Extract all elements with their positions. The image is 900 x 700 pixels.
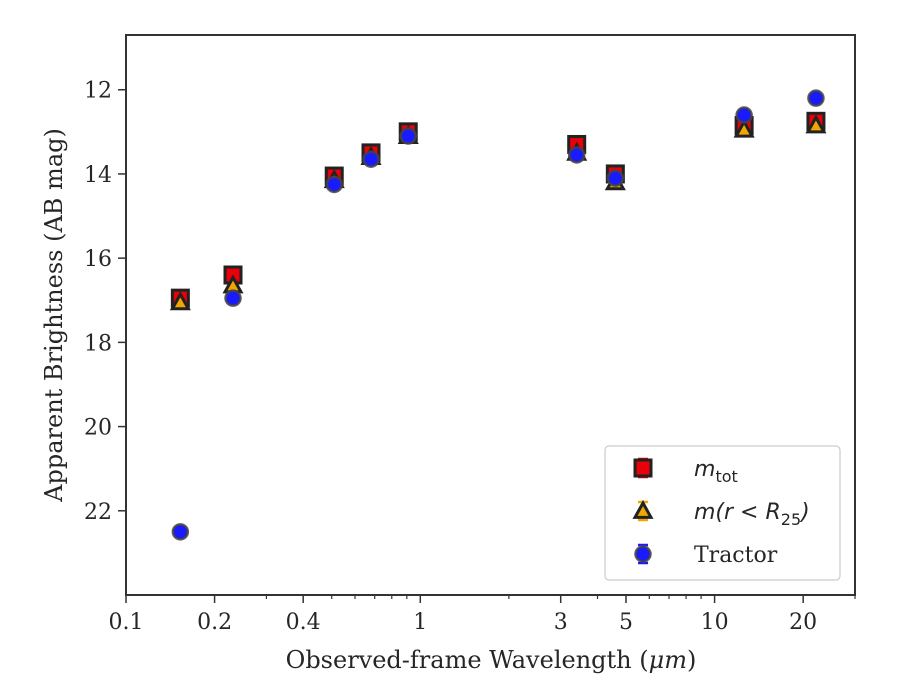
legend: mtot m(r < R25) Tractor	[604, 445, 841, 581]
legend-label-0: mtot	[694, 457, 738, 486]
legend-marker-1	[632, 499, 654, 519]
legend-frame	[604, 445, 841, 581]
series-2	[171, 89, 825, 541]
plot-frame	[125, 34, 856, 596]
x-tick-label-2: 0.4	[286, 610, 321, 635]
y-axis: 12 14 16 18 20 22	[84, 79, 126, 525]
y-tick-label-0: 12	[84, 79, 112, 104]
y-tick-label-3: 18	[84, 331, 112, 356]
legend-item-2: Tractor	[634, 543, 778, 568]
x-tick-label-6: 10	[701, 610, 729, 635]
series-2-point-8	[807, 89, 825, 107]
series-2-point-1	[224, 289, 242, 307]
x-tick-label-0: 0.1	[109, 610, 144, 635]
y-axis-title: Apparent Brightness (AB mag)	[40, 128, 68, 503]
legend-label-rest-1: )	[799, 500, 810, 525]
y-tick-label-4: 20	[84, 416, 112, 441]
series-2-point-5	[567, 146, 586, 164]
series-1-point-7	[733, 118, 755, 138]
legend-label-2: Tractor	[694, 543, 778, 568]
legend-label-1: m(r < R25)	[694, 500, 810, 529]
x-tick-label-7: 20	[789, 610, 817, 635]
x-tick-label-4: 3	[554, 610, 568, 635]
x-tick-label-3: 1	[413, 610, 427, 635]
x-tick-label-5: 5	[619, 610, 633, 635]
series-2-point-3	[362, 150, 380, 168]
y-tick-label-5: 22	[84, 500, 112, 525]
legend-label-main-1: m(r < R	[694, 500, 781, 525]
series-2-point-2	[325, 175, 343, 194]
series-2-point-6	[606, 169, 625, 187]
legend-marker-2	[634, 545, 652, 563]
x-axis-title-text: Observed-frame Wavelength (	[286, 646, 649, 674]
series-1-point-8	[805, 114, 827, 134]
legend-item-0: mtot	[633, 457, 738, 486]
legend-item-1: m(r < R25)	[632, 499, 810, 529]
y-tick-label-1: 14	[84, 163, 112, 188]
series-2-point-7	[735, 106, 753, 124]
plot-area	[169, 89, 827, 541]
x-tick-label-1: 0.2	[197, 610, 232, 635]
series-2-point-4	[399, 127, 417, 145]
x-axis-title-close: )	[687, 646, 696, 674]
x-axis-title-unit: μm	[649, 646, 687, 674]
series-1-point-0	[169, 291, 191, 311]
legend-label-sub-0: tot	[715, 467, 737, 486]
y-tick-label-2: 16	[84, 247, 112, 272]
x-axis-title: Observed-frame Wavelength (μm)	[286, 646, 697, 674]
x-axis: 0.1 0.2 0.4 1 3 5 10 20	[109, 595, 856, 635]
legend-label-sub-1: 25	[781, 510, 801, 529]
legend-marker-0	[633, 458, 653, 478]
series-2-point-0	[171, 523, 190, 541]
legend-label-main-2: Tractor	[694, 543, 778, 568]
legend-label-main-0: m	[694, 457, 715, 482]
